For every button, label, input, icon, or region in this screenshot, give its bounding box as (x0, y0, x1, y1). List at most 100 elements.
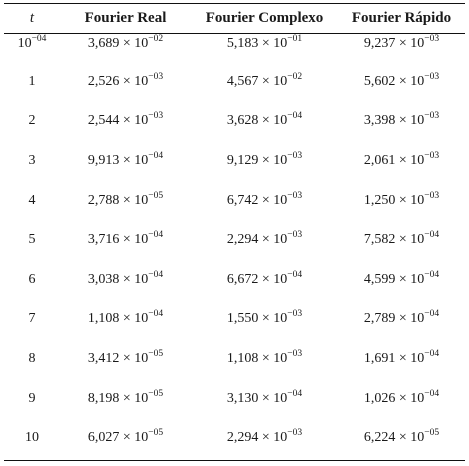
cell-rapido-mantissa: 7,582 × 10 (363, 232, 425, 248)
header-t: t (29, 10, 35, 26)
cell-complexo: 3,130 × 10−04 (191, 379, 338, 419)
cell-complexo-exponent: −03 (287, 348, 303, 359)
cell-rapido: 9,237 × 10−03 (338, 33, 465, 62)
table-row: 8 3,412 × 10−05 1,108 × 10−03 1,691 × 10−04 (4, 339, 465, 379)
cell-t-exponent: −04 (31, 34, 47, 44)
cell-complexo-mantissa: 1,550 × 10 (226, 311, 288, 327)
cell-t-value: 10 (17, 36, 32, 51)
cell-real: 8,198 × 10−05 (60, 379, 191, 419)
table-row: 9 8,198 × 10−05 3,130 × 10−04 1,026 × 10−04 (4, 379, 465, 419)
table-row: 6 3,038 × 10−04 6,672 × 10−04 4,599 × 10−04 (4, 260, 465, 300)
table-header-row: t Fourier Real Fourier Complexo Fourier … (4, 4, 465, 33)
cell-complexo: 9,129 × 10−03 (191, 141, 338, 181)
cell-rapido-mantissa: 1,691 × 10 (363, 350, 425, 366)
cell-complexo-exponent: −03 (287, 428, 303, 439)
cell-complexo-mantissa: 1,108 × 10 (226, 350, 288, 366)
cell-rapido: 1,250 × 10−03 (338, 181, 465, 221)
cell-complexo-mantissa: 3,628 × 10 (226, 113, 288, 129)
cell-t-value: 7 (28, 311, 36, 327)
header-rule (4, 33, 465, 34)
cell-rapido-exponent: −05 (424, 428, 440, 439)
cell-complexo-exponent: −03 (287, 190, 303, 201)
cell-real-exponent: −03 (148, 71, 164, 82)
cell-real: 3,689 × 10−02 (60, 33, 191, 62)
cell-real-exponent: −04 (148, 230, 164, 241)
cell-real: 2,788 × 10−05 (60, 181, 191, 221)
cell-t: 3 (4, 141, 60, 181)
cell-real-mantissa: 2,526 × 10 (87, 73, 149, 89)
cell-real-mantissa: 3,716 × 10 (87, 232, 149, 248)
cell-t-value: 9 (28, 390, 36, 406)
cell-real-mantissa: 2,544 × 10 (87, 113, 149, 129)
cell-real-mantissa: 2,788 × 10 (87, 192, 149, 208)
cell-real: 2,544 × 10−03 (60, 102, 191, 142)
cell-complexo-mantissa: 2,294 × 10 (226, 430, 288, 446)
header-fourier-real: Fourier Real (84, 10, 167, 26)
cell-complexo-mantissa: 4,567 × 10 (226, 73, 288, 89)
cell-complexo-mantissa: 9,129 × 10 (226, 152, 288, 168)
table-row: 10−04 3,689 × 10−02 5,183 × 10−01 9,237 × 1… (4, 33, 465, 62)
cell-t: 8 (4, 339, 60, 379)
cell-rapido-mantissa: 1,026 × 10 (363, 390, 425, 406)
cell-complexo: 5,183 × 10−01 (191, 33, 338, 62)
cell-real-exponent: −04 (148, 309, 164, 320)
cell-rapido-mantissa: 6,224 × 10 (363, 430, 425, 446)
cell-complexo-exponent: −04 (287, 388, 303, 399)
table-row: 3 9,913 × 10−04 9,129 × 10−03 2,061 × 10−03 (4, 141, 465, 181)
cell-real: 3,716 × 10−04 (60, 220, 191, 260)
cell-rapido: 6,224 × 10−05 (338, 418, 465, 458)
cell-t: 1 (4, 62, 60, 102)
cell-rapido: 5,602 × 10−03 (338, 62, 465, 102)
cell-rapido-mantissa: 2,061 × 10 (363, 152, 425, 168)
cell-rapido-mantissa: 3,398 × 10 (363, 113, 425, 129)
cell-complexo-exponent: −03 (287, 309, 303, 320)
cell-rapido-exponent: −04 (424, 269, 440, 280)
cell-rapido: 1,026 × 10−04 (338, 379, 465, 419)
cell-complexo-exponent: −01 (287, 34, 303, 44)
cell-real-exponent: −05 (148, 348, 164, 359)
cell-rapido-mantissa: 9,237 × 10 (363, 36, 425, 51)
cell-rapido-exponent: −04 (424, 230, 440, 241)
cell-t: 10−04 (4, 33, 60, 62)
cell-rapido-exponent: −03 (424, 190, 440, 201)
cell-t-value: 10 (25, 430, 39, 446)
bottom-rule (4, 460, 465, 462)
cell-real-mantissa: 1,108 × 10 (87, 311, 149, 327)
cell-rapido-mantissa: 2,789 × 10 (363, 311, 425, 327)
table-body: 10−04 3,689 × 10−02 5,183 × 10−01 9,237 × 1… (4, 33, 465, 458)
cell-t-value: 1 (28, 73, 36, 89)
cell-rapido: 7,582 × 10−04 (338, 220, 465, 260)
cell-real-mantissa: 3,689 × 10 (87, 36, 149, 51)
cell-real-exponent: −05 (148, 388, 164, 399)
cell-rapido: 1,691 × 10−04 (338, 339, 465, 379)
cell-real-exponent: −02 (148, 34, 164, 44)
cell-complexo-mantissa: 2,294 × 10 (226, 232, 288, 248)
cell-t-value: 6 (28, 271, 36, 287)
cell-complexo-mantissa: 6,742 × 10 (226, 192, 288, 208)
cell-complexo-exponent: −03 (287, 150, 303, 161)
table-row: 4 2,788 × 10−05 6,742 × 10−03 1,250 × 10−03 (4, 181, 465, 221)
cell-real-mantissa: 9,913 × 10 (87, 152, 149, 168)
cell-t-value: 2 (28, 113, 36, 129)
cell-t-value: 5 (28, 232, 36, 248)
cell-real-exponent: −05 (148, 428, 164, 439)
cell-rapido-exponent: −03 (424, 71, 440, 82)
cell-real-mantissa: 8,198 × 10 (87, 390, 149, 406)
cell-complexo-mantissa: 5,183 × 10 (226, 36, 288, 51)
cell-real-mantissa: 3,038 × 10 (87, 271, 149, 287)
cell-real-mantissa: 6,027 × 10 (87, 430, 149, 446)
cell-rapido-exponent: −03 (424, 150, 440, 161)
cell-real: 1,108 × 10−04 (60, 300, 191, 340)
cell-t: 10 (4, 418, 60, 458)
cell-rapido-exponent: −04 (424, 388, 440, 399)
cell-rapido-exponent: −04 (424, 309, 440, 320)
cell-complexo-exponent: −03 (287, 230, 303, 241)
cell-rapido: 2,061 × 10−03 (338, 141, 465, 181)
cell-complexo-exponent: −02 (287, 71, 303, 82)
cell-complexo: 1,108 × 10−03 (191, 339, 338, 379)
cell-t: 7 (4, 300, 60, 340)
cell-complexo-mantissa: 6,672 × 10 (226, 271, 288, 287)
cell-real-exponent: −04 (148, 269, 164, 280)
cell-t: 4 (4, 181, 60, 221)
